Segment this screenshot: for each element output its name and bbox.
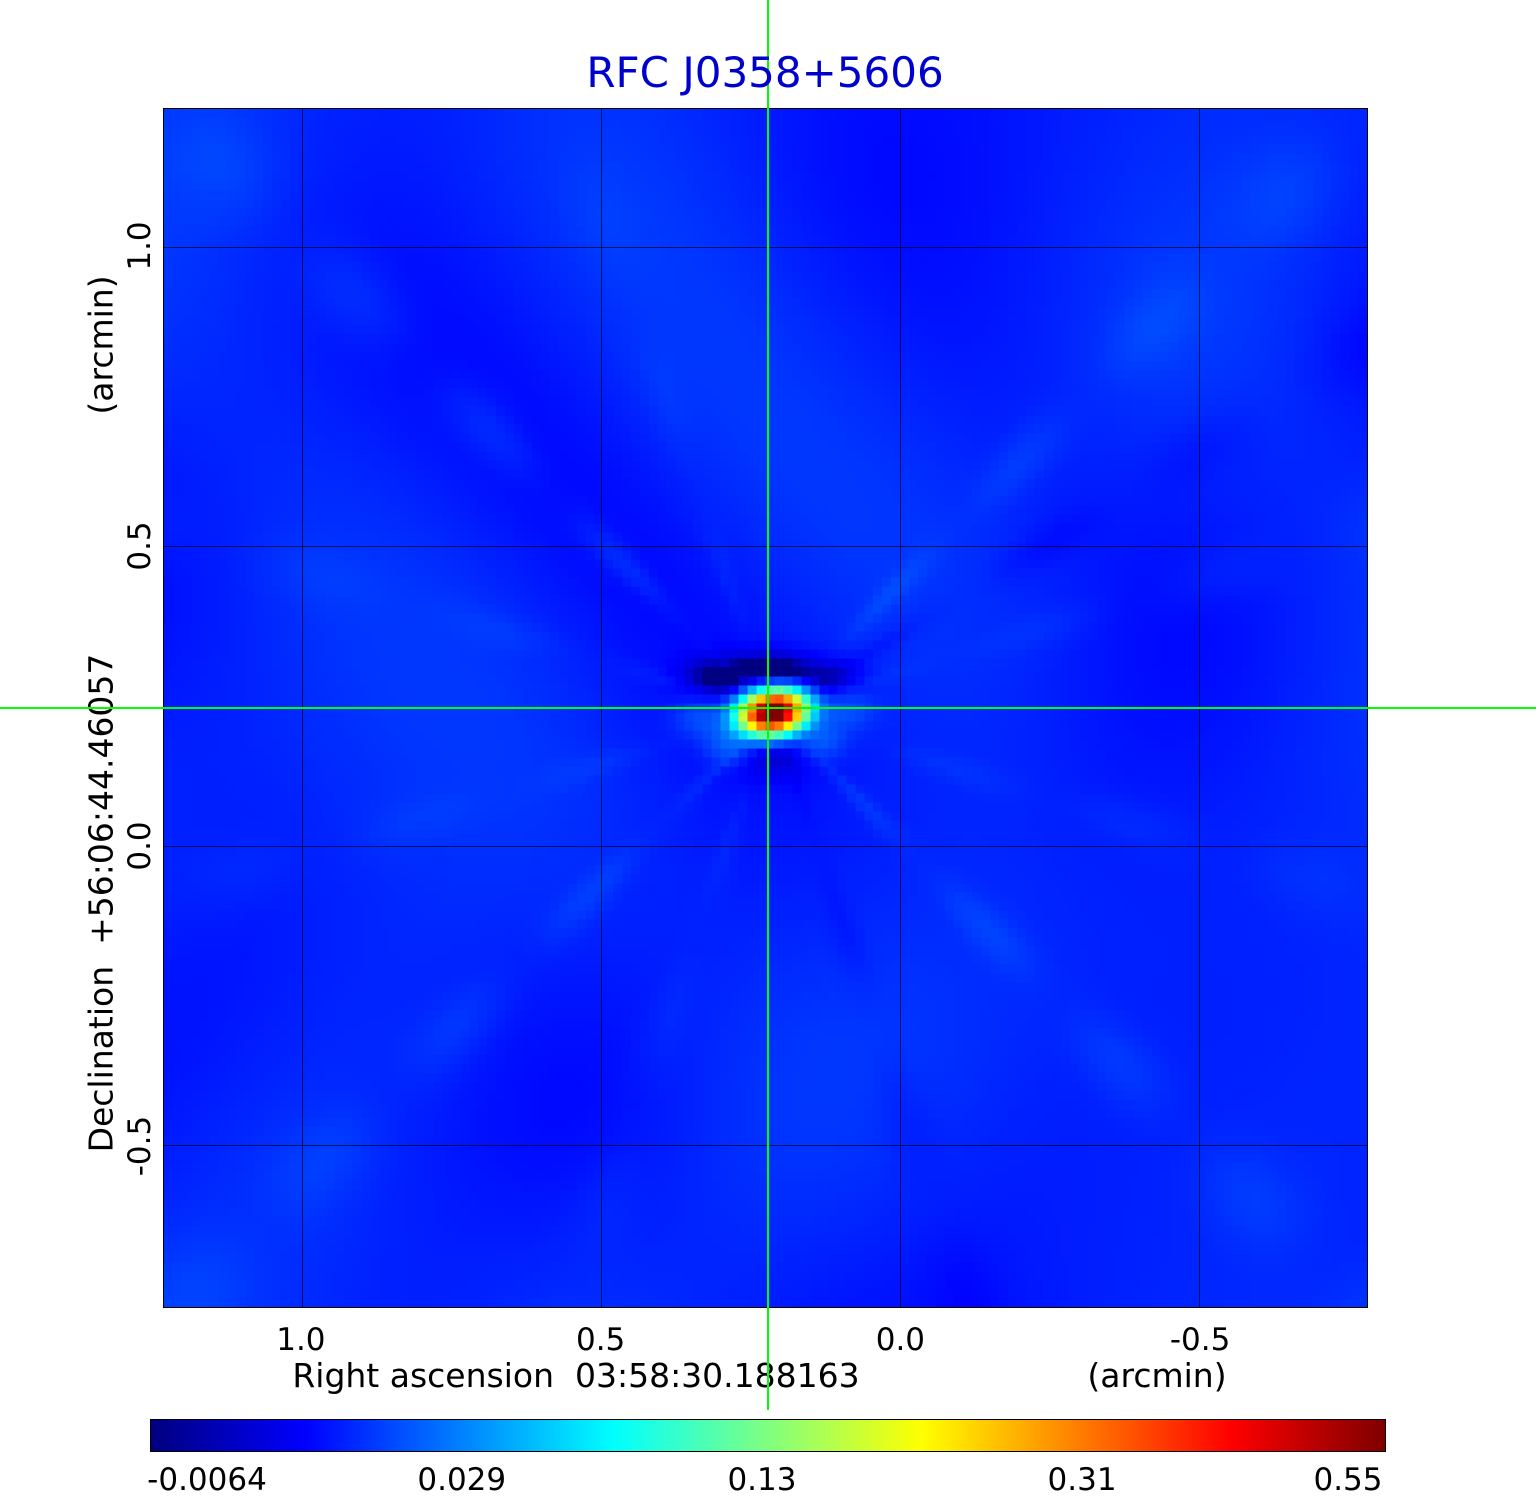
y-tick-label: 0.0 bbox=[122, 821, 158, 871]
colorbar-tick-label: 0.029 bbox=[417, 1462, 507, 1498]
grid-line-horizontal bbox=[164, 546, 1367, 548]
y-tick-label: -0.5 bbox=[122, 1115, 158, 1177]
y-axis-label: Declination +56:06:44.46057 bbox=[81, 653, 121, 1153]
y-tick-label: 0.5 bbox=[122, 521, 158, 571]
x-tick-label: -0.5 bbox=[1169, 1322, 1231, 1358]
y-axis-unit-label: (arcmin) bbox=[81, 275, 121, 415]
colorbar-tick-label: 0.55 bbox=[1313, 1462, 1383, 1498]
colorbar bbox=[150, 1419, 1386, 1452]
colorbar-tick-label: 0.13 bbox=[727, 1462, 797, 1498]
colorbar-tick-label: 0.31 bbox=[1047, 1462, 1117, 1498]
x-axis-label: Right ascension 03:58:30.188163 bbox=[292, 1356, 860, 1395]
grid-line-horizontal bbox=[164, 1145, 1367, 1147]
y-tick-label: 1.0 bbox=[122, 221, 158, 271]
crosshair-horizontal-line bbox=[0, 707, 1536, 709]
x-tick-label: 1.0 bbox=[276, 1322, 326, 1358]
figure-title: RFC J0358+5606 bbox=[586, 48, 944, 97]
x-axis-unit-label: (arcmin) bbox=[1087, 1356, 1227, 1395]
x-tick-label: 0.5 bbox=[575, 1322, 626, 1358]
crosshair-vertical-line bbox=[767, 0, 770, 1410]
grid-line-horizontal bbox=[164, 845, 1367, 847]
grid-line-horizontal bbox=[164, 246, 1367, 248]
colorbar-tick-label: -0.0064 bbox=[147, 1462, 267, 1498]
x-tick-label: 0.0 bbox=[875, 1322, 926, 1358]
